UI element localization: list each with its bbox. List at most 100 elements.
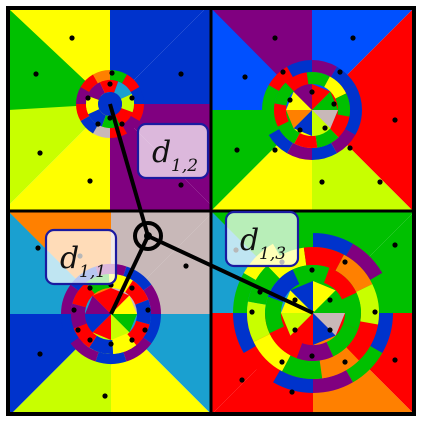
label-d13: d 1,3 <box>224 210 300 268</box>
site-dot <box>272 147 278 153</box>
ring-segment <box>274 82 294 106</box>
site-dot <box>129 337 135 343</box>
ring-segment <box>306 72 330 88</box>
site-dot <box>297 127 303 133</box>
ring-segment <box>114 81 132 99</box>
site-dot <box>309 89 315 95</box>
site-dot <box>289 389 295 395</box>
site-dot <box>107 115 113 121</box>
site-dot <box>95 121 101 127</box>
site-dot <box>327 297 333 303</box>
ring-segment <box>319 347 359 379</box>
wedge <box>111 314 130 340</box>
ring-segment <box>233 313 256 353</box>
ring-segment <box>122 74 140 92</box>
wedge <box>92 314 111 340</box>
ring-segment <box>370 273 393 313</box>
site-dot <box>322 125 328 131</box>
ring-segment <box>294 132 318 148</box>
site-dot <box>102 393 108 399</box>
ring-segment <box>86 95 100 115</box>
site-dot <box>342 359 348 365</box>
site-dot <box>183 263 189 269</box>
site-dot <box>392 117 398 123</box>
label-d11-sub: 1,1 <box>79 262 106 282</box>
ring-segment <box>273 370 313 393</box>
query-point-center <box>144 232 152 240</box>
site-dot <box>145 307 151 313</box>
wedge <box>111 295 137 314</box>
ring-segment <box>335 93 350 117</box>
ring-segment <box>130 87 144 104</box>
ring-segment <box>287 142 312 160</box>
wedge <box>85 295 111 314</box>
distance-line-d13 <box>147 234 314 315</box>
ring-segment <box>346 321 378 361</box>
site-dot <box>178 71 184 77</box>
ring-segment <box>80 74 98 92</box>
site-dot <box>107 81 113 87</box>
ring-segment <box>76 87 90 104</box>
site-dot <box>392 357 398 363</box>
ring-segment <box>331 66 356 91</box>
ring-segment <box>123 337 152 362</box>
ring-segment <box>88 109 106 127</box>
wedge <box>290 281 313 313</box>
label-d12: d 1,2 <box>136 122 210 180</box>
ring-segment <box>282 355 323 379</box>
ring-segment <box>99 80 119 94</box>
label-d12-sub: 1,2 <box>171 156 198 176</box>
site-dot <box>33 71 39 77</box>
site-dot <box>234 147 240 153</box>
site-dot <box>280 69 286 75</box>
ring-segment <box>292 265 330 284</box>
ring-segment <box>312 142 337 160</box>
site-dot <box>331 101 337 107</box>
ring-segment <box>346 243 383 280</box>
ring-segment <box>262 110 280 135</box>
wedge <box>286 91 312 110</box>
site-dot <box>392 242 398 248</box>
quadrant-bottom-right <box>211 211 414 414</box>
ring-segment <box>356 284 379 325</box>
site-dot <box>249 309 255 315</box>
site-dot <box>350 35 356 41</box>
site-dot <box>142 327 148 333</box>
ring-segment <box>76 104 90 121</box>
ring-segment <box>277 121 300 144</box>
wedge <box>111 314 137 333</box>
ring-segment <box>303 247 344 271</box>
site-dot <box>108 341 114 347</box>
site-dot <box>337 69 343 75</box>
ring-segment <box>268 129 293 154</box>
site-dot <box>129 95 135 101</box>
site-dot <box>87 337 93 343</box>
ring-segment <box>285 72 309 92</box>
wedge <box>312 84 331 110</box>
site-dot <box>319 179 325 185</box>
site-dot <box>309 353 315 359</box>
ring-segment <box>296 342 334 361</box>
ring-segment <box>130 104 144 121</box>
wedge <box>313 313 336 345</box>
ring-segment <box>87 82 105 100</box>
site-dot <box>129 285 135 291</box>
wedge <box>110 8 211 104</box>
wedge <box>8 104 110 207</box>
quadrant-top-right <box>211 8 414 211</box>
ring-segment <box>370 313 393 353</box>
ring-segment <box>89 335 114 355</box>
label-d11-main: d <box>60 241 79 276</box>
site-dot <box>347 145 353 151</box>
site-dot <box>178 182 184 188</box>
ring-segment <box>143 314 161 344</box>
site-dot <box>242 74 248 80</box>
site-dot <box>75 327 81 333</box>
site-dot <box>37 150 43 156</box>
site-dot <box>239 377 245 383</box>
ring-segment <box>313 233 353 256</box>
wedge <box>8 104 110 211</box>
wedge <box>286 110 312 129</box>
ring-segment <box>93 70 110 84</box>
ring-segment <box>115 108 133 126</box>
